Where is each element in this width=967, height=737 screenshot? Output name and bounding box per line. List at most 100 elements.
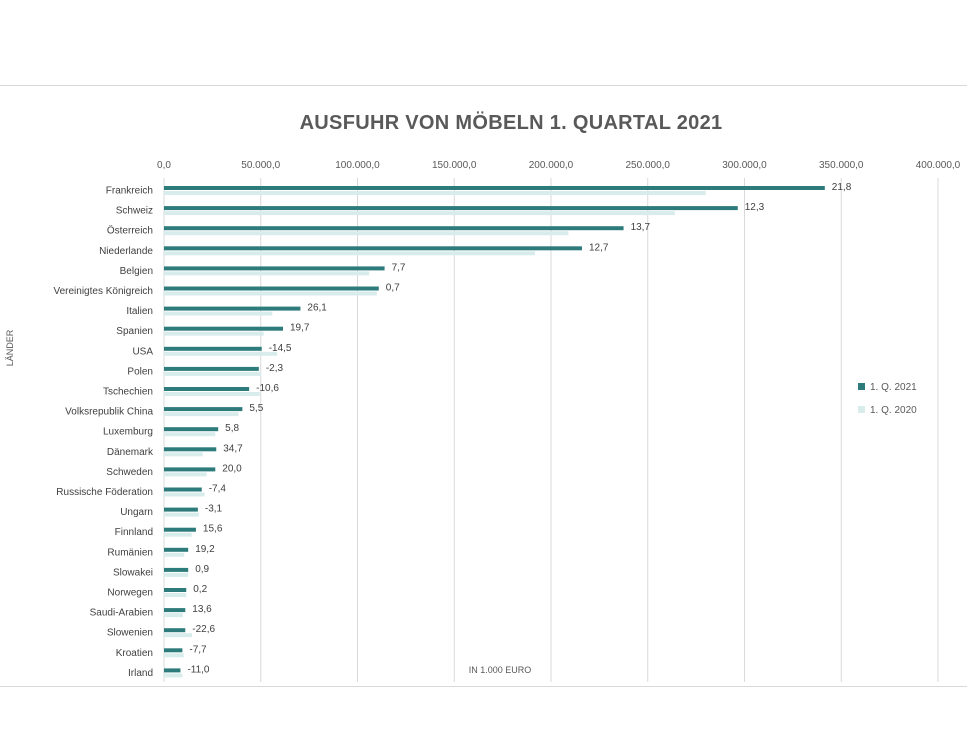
data-label: 13,6 bbox=[192, 604, 212, 615]
bar-2020 bbox=[164, 532, 192, 537]
x-tick-label: 300.000,0 bbox=[722, 160, 767, 171]
data-label: 5,5 bbox=[249, 403, 263, 414]
category-label: Polen bbox=[127, 366, 153, 377]
bar-2020 bbox=[164, 231, 569, 236]
category-label: Volksrepublik China bbox=[65, 407, 153, 418]
data-label: -11,0 bbox=[187, 664, 209, 675]
bar-2020 bbox=[164, 492, 205, 497]
category-label: Slowenien bbox=[107, 628, 153, 639]
bar-2020 bbox=[164, 291, 377, 296]
bar-2021 bbox=[164, 547, 189, 552]
y-axis-title: LÄNDER bbox=[5, 329, 15, 366]
category-label: Finnland bbox=[115, 527, 153, 538]
data-label: 0,2 bbox=[193, 584, 207, 595]
x-tick-label: 100.000,0 bbox=[335, 160, 380, 171]
legend: 1. Q. 2021 1. Q. 2020 bbox=[858, 382, 917, 416]
data-label: -10,6 bbox=[256, 383, 279, 394]
legend-swatch bbox=[858, 406, 865, 413]
x-tick-label: 250.000,0 bbox=[626, 160, 671, 171]
bar-2021 bbox=[164, 608, 186, 613]
bar-2020 bbox=[164, 572, 189, 577]
category-label: Irland bbox=[128, 668, 153, 679]
legend-label: 1. Q. 2020 bbox=[870, 405, 917, 416]
data-label: -2,3 bbox=[266, 363, 284, 374]
category-label: Russische Föderation bbox=[56, 487, 153, 498]
bar-2021 bbox=[164, 588, 187, 592]
data-label: 5,8 bbox=[225, 423, 239, 434]
bar-2020 bbox=[164, 552, 185, 557]
bar-2021 bbox=[164, 226, 624, 231]
category-label: Luxemburg bbox=[103, 427, 153, 438]
bar-2020 bbox=[164, 271, 370, 276]
category-label: Vereinigtes Königreich bbox=[53, 286, 153, 297]
bar-2020 bbox=[164, 392, 260, 396]
data-label: -7,7 bbox=[189, 644, 207, 655]
data-label: 19,7 bbox=[290, 323, 310, 334]
bar-2020 bbox=[164, 311, 273, 316]
bottom-divider bbox=[0, 686, 967, 687]
bar-2020 bbox=[164, 452, 203, 457]
x-tick-label: 50.000,0 bbox=[241, 160, 280, 171]
data-label: -22,6 bbox=[192, 624, 215, 635]
category-label: Kroatien bbox=[116, 648, 153, 659]
bar-2020 bbox=[164, 191, 706, 195]
bar-2021 bbox=[164, 628, 186, 633]
category-label: Schweiz bbox=[116, 206, 153, 217]
legend-label: 1. Q. 2021 bbox=[870, 382, 917, 393]
bar-2021 bbox=[164, 648, 183, 653]
category-label: Rumänien bbox=[107, 547, 153, 558]
data-label: 19,2 bbox=[195, 544, 215, 555]
bar-2020 bbox=[164, 432, 216, 437]
data-labels: 21,8 12,3 13,7 12,7 7,7 0,7 26,1 19,7 -14,5 -2,3 -… bbox=[187, 182, 851, 675]
x-tick-label: 200.000,0 bbox=[529, 160, 574, 171]
bar-2021 bbox=[164, 447, 217, 452]
legend-swatch bbox=[858, 383, 865, 390]
bar-2021 bbox=[164, 246, 582, 251]
category-label: USA bbox=[132, 346, 153, 357]
x-tick-label: 350.000,0 bbox=[819, 160, 864, 171]
bar-2020 bbox=[164, 593, 187, 597]
data-label: 21,8 bbox=[832, 182, 852, 193]
category-label: Slowakei bbox=[113, 567, 153, 578]
bar-2021 bbox=[164, 326, 284, 331]
bar-2021 bbox=[164, 527, 196, 532]
category-label: Tschechien bbox=[103, 387, 153, 398]
bar-2021 bbox=[164, 266, 385, 271]
x-tick-label: 150.000,0 bbox=[432, 160, 477, 171]
bar-2021 bbox=[164, 206, 738, 211]
bar-2021 bbox=[164, 186, 825, 190]
bar-2021 bbox=[164, 507, 198, 512]
category-label: Saudi-Arabien bbox=[90, 608, 153, 619]
bar-2020 bbox=[164, 412, 239, 417]
data-label: -14,5 bbox=[269, 343, 292, 354]
data-label: 12,7 bbox=[589, 242, 609, 253]
category-label: Niederlande bbox=[99, 246, 153, 257]
data-label: 15,6 bbox=[203, 524, 223, 535]
bar-2021 bbox=[164, 346, 262, 351]
category-label: Norwegen bbox=[107, 588, 153, 599]
bar-2021 bbox=[164, 567, 189, 572]
x-axis-ticks: 0,0 50.000,0 100.000,0 150.000,0 200.000,0 25… bbox=[157, 160, 961, 171]
bar-2020 bbox=[164, 673, 183, 678]
x-tick-label: 400.000,0 bbox=[916, 160, 961, 171]
data-label: 20,0 bbox=[222, 463, 242, 474]
data-label: 0,9 bbox=[195, 564, 209, 575]
top-divider bbox=[0, 85, 967, 86]
grid-lines bbox=[163, 178, 939, 682]
bar-2020 bbox=[164, 331, 264, 336]
category-labels: Frankreich Schweiz Österreich Niederlande Be… bbox=[53, 186, 154, 679]
bar-2021 bbox=[164, 286, 379, 291]
category-label: Italien bbox=[126, 306, 153, 317]
category-label: Frankreich bbox=[106, 186, 153, 197]
bar-2021 bbox=[164, 467, 216, 472]
x-tick-label: 0,0 bbox=[157, 160, 171, 171]
data-label: 26,1 bbox=[307, 303, 327, 314]
data-label: 34,7 bbox=[223, 443, 243, 454]
data-label: 13,7 bbox=[631, 222, 651, 233]
bar-2020 bbox=[164, 613, 183, 618]
category-label: Dänemark bbox=[107, 447, 154, 458]
bar-2020 bbox=[164, 211, 675, 216]
bar-2020 bbox=[164, 371, 262, 376]
category-label: Schweden bbox=[106, 467, 153, 478]
